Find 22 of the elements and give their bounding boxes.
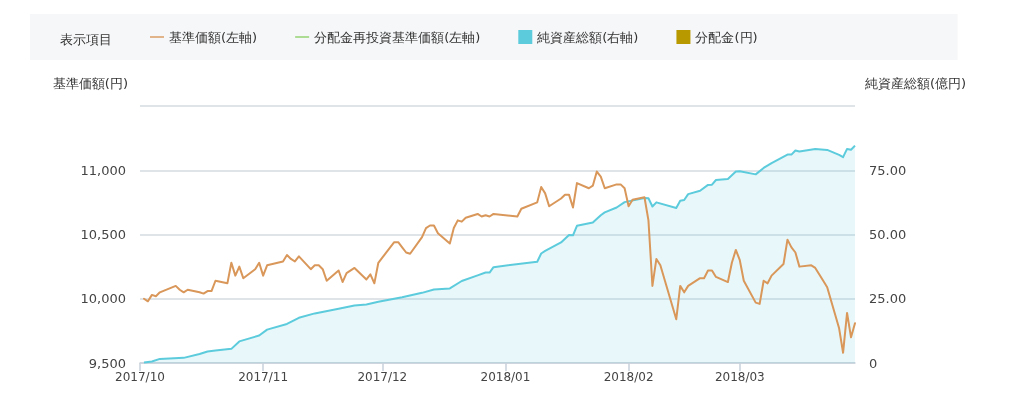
x-tick-label: 2017/10 [115, 370, 165, 384]
legend-label: 分配金再投資基準価額(左軸) [314, 29, 481, 45]
x-tick-label: 2017/12 [357, 370, 408, 384]
y-tick-label: 10,000 [80, 291, 126, 307]
y-tick-label: 9,500 [88, 355, 126, 371]
y2-tick-label: 0 [869, 355, 878, 371]
y2-axis-title: 純資産総額(億円) [865, 76, 967, 91]
legend-label: 基準価額(左軸) [169, 29, 258, 45]
x-tick-label: 2018/01 [480, 370, 531, 384]
line-series [142, 170, 856, 354]
legend-title: 表示項目 [60, 32, 112, 47]
y2-tick-label: 75.00 [869, 162, 907, 178]
y-tick-label: 10,500 [80, 227, 126, 242]
x-tick-label: 2017/11 [238, 370, 289, 384]
x-tick-label: 2018/02 [603, 370, 654, 384]
y2-tick-label: 25.00 [869, 291, 907, 307]
x-tick-label: 2018/03 [714, 370, 765, 384]
y-axis-title: 基準価額(円) [52, 76, 128, 91]
y-tick-label: 11,000 [80, 162, 126, 178]
y2-tick-label: 50.00 [869, 227, 907, 242]
legend-label: 分配金(円) [695, 29, 758, 45]
legend-label: 純資産総額(右軸) [537, 29, 639, 45]
